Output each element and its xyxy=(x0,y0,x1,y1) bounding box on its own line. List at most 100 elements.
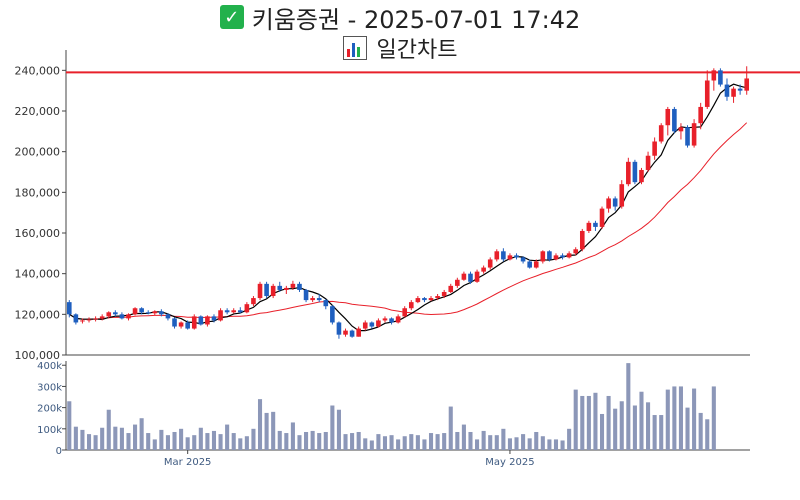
volume-bar xyxy=(93,435,98,450)
volume-bar xyxy=(402,436,407,450)
candle-body xyxy=(343,330,348,335)
volume-bar xyxy=(455,431,460,450)
volume-bar xyxy=(119,427,124,450)
volume-bar xyxy=(461,424,466,450)
volume-bar xyxy=(560,440,565,450)
candle-body xyxy=(678,127,684,132)
candle-body xyxy=(632,161,638,183)
volume-bar xyxy=(205,433,210,450)
volume-bar xyxy=(646,402,651,450)
volume-bar xyxy=(323,431,328,450)
candle-body xyxy=(698,106,703,124)
candle-body xyxy=(645,155,651,170)
candle-body xyxy=(441,291,447,297)
candle-body xyxy=(507,255,513,260)
volume-bar xyxy=(376,434,381,450)
candle-body xyxy=(145,312,151,314)
candle-body xyxy=(599,208,605,227)
volume-bar xyxy=(257,399,263,450)
volume-bar xyxy=(475,439,480,450)
candle-body xyxy=(389,318,394,323)
candle-body xyxy=(468,273,473,282)
volume-bar xyxy=(185,437,190,450)
candle-body xyxy=(66,302,72,315)
candle-body xyxy=(132,308,138,315)
volume-tick-label: 200k xyxy=(37,404,62,415)
volume-bar xyxy=(521,434,526,450)
candle-body xyxy=(448,285,454,292)
candle-body xyxy=(323,300,329,307)
volume-bar xyxy=(606,395,611,450)
candle-body xyxy=(237,310,243,313)
volume-bar xyxy=(73,426,78,450)
candle-body xyxy=(113,312,118,315)
candle-body xyxy=(244,304,250,313)
price-tick-label: 100,000 xyxy=(15,349,61,362)
candle-body xyxy=(310,298,315,301)
price-tick-label: 200,000 xyxy=(15,146,61,159)
volume-bar xyxy=(356,431,361,450)
candle-body xyxy=(455,279,460,286)
candle-body xyxy=(224,310,230,313)
volume-bar xyxy=(165,435,170,450)
volume-bar xyxy=(507,438,512,450)
candle-body xyxy=(494,251,500,260)
volume-bar xyxy=(277,430,282,450)
candle-body xyxy=(264,283,269,297)
volume-bar xyxy=(527,438,532,450)
volume-bar xyxy=(415,435,420,450)
volume-bar xyxy=(678,386,683,450)
candle-body xyxy=(178,322,184,327)
volume-bar xyxy=(422,439,427,450)
price-tick-label: 240,000 xyxy=(15,64,61,77)
candle-body xyxy=(99,316,105,319)
candle-body xyxy=(80,320,85,322)
volume-bar xyxy=(251,428,256,450)
volume-bar xyxy=(685,407,690,450)
volume-bar xyxy=(304,431,309,450)
candle-body xyxy=(205,316,210,325)
volume-bar xyxy=(211,430,217,450)
volume-bar xyxy=(106,409,111,450)
candle-body xyxy=(231,310,237,313)
volume-tick-label: 0 xyxy=(56,446,62,457)
volume-bar xyxy=(139,418,144,450)
volume-bar xyxy=(396,439,401,450)
volume-bar xyxy=(218,434,223,450)
candle-body xyxy=(185,322,190,329)
candle-body xyxy=(277,285,283,290)
volume-bar xyxy=(310,430,315,450)
price-tick-label: 140,000 xyxy=(15,268,61,281)
candle-body xyxy=(218,310,223,321)
volume-bar xyxy=(659,415,664,450)
candle-body xyxy=(435,296,440,299)
volume-bar xyxy=(409,434,414,450)
candle-body xyxy=(369,322,375,327)
volume-bar xyxy=(67,401,72,450)
volume-bar xyxy=(586,395,591,450)
candle-body xyxy=(316,298,322,301)
volume-bar xyxy=(113,426,118,450)
candle-body xyxy=(126,314,131,319)
candle-body xyxy=(86,319,92,321)
candle-body xyxy=(362,322,368,329)
volume-bar xyxy=(468,431,473,450)
volume-bar xyxy=(488,435,493,450)
candle-body xyxy=(619,184,625,207)
candle-body xyxy=(606,198,611,209)
candle-body xyxy=(520,257,526,262)
chart-title-text: 키움증권 - 2025-07-01 17:42 xyxy=(251,5,581,34)
candle-body xyxy=(172,318,177,327)
volume-bar xyxy=(567,428,572,450)
volume-tick-label: 300k xyxy=(37,382,62,393)
candle-body xyxy=(303,289,309,301)
candle-body xyxy=(593,222,598,227)
volume-bar xyxy=(665,389,670,450)
chart-subtitle: 일간차트 xyxy=(0,34,800,63)
volume-bar xyxy=(231,433,236,450)
volume-bar xyxy=(593,392,598,450)
candle-body xyxy=(481,267,486,272)
candle-body xyxy=(159,311,164,315)
volume-bar xyxy=(152,439,157,450)
volume-bar xyxy=(126,433,131,450)
